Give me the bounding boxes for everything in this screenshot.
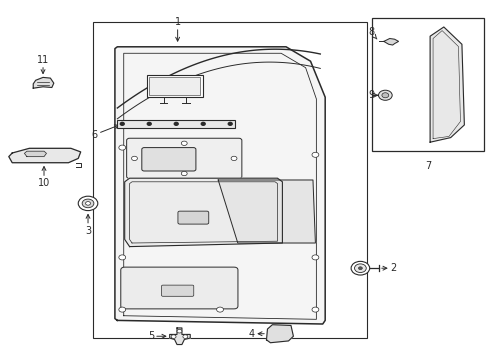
- Polygon shape: [429, 27, 464, 142]
- Circle shape: [381, 93, 388, 98]
- Circle shape: [181, 141, 187, 145]
- Polygon shape: [33, 77, 54, 88]
- Circle shape: [119, 307, 125, 312]
- Circle shape: [358, 267, 362, 270]
- Circle shape: [120, 122, 124, 125]
- Circle shape: [171, 335, 176, 338]
- Polygon shape: [383, 39, 398, 45]
- Circle shape: [350, 261, 369, 275]
- Polygon shape: [115, 47, 325, 324]
- Circle shape: [119, 145, 125, 150]
- Bar: [146, 75, 203, 97]
- Text: 6: 6: [91, 125, 119, 140]
- Circle shape: [82, 199, 94, 208]
- Text: 11: 11: [37, 55, 49, 73]
- Circle shape: [231, 156, 237, 161]
- Polygon shape: [169, 328, 190, 345]
- Text: 1: 1: [174, 17, 181, 41]
- Bar: [371, 18, 483, 151]
- Circle shape: [311, 152, 318, 157]
- Circle shape: [311, 307, 318, 312]
- Text: 3: 3: [85, 215, 91, 236]
- Circle shape: [85, 202, 90, 205]
- Circle shape: [311, 255, 318, 260]
- Bar: [117, 120, 235, 128]
- Bar: [149, 77, 200, 95]
- Circle shape: [177, 329, 182, 333]
- Circle shape: [378, 90, 391, 100]
- Text: 9: 9: [367, 90, 377, 100]
- Text: 2: 2: [381, 263, 396, 273]
- Text: 5: 5: [147, 331, 165, 341]
- Polygon shape: [124, 178, 282, 247]
- FancyBboxPatch shape: [126, 138, 242, 179]
- Polygon shape: [218, 180, 315, 243]
- Circle shape: [201, 122, 205, 125]
- Circle shape: [131, 156, 137, 161]
- Circle shape: [354, 264, 366, 273]
- Circle shape: [147, 122, 151, 125]
- Polygon shape: [9, 148, 81, 163]
- Bar: [93, 22, 366, 338]
- Circle shape: [78, 196, 98, 211]
- Text: 4: 4: [247, 329, 264, 339]
- Circle shape: [119, 255, 125, 260]
- Circle shape: [183, 335, 187, 338]
- Circle shape: [228, 122, 232, 125]
- Circle shape: [216, 307, 223, 312]
- Text: 7: 7: [424, 161, 430, 171]
- Polygon shape: [24, 151, 46, 157]
- FancyBboxPatch shape: [161, 285, 193, 296]
- Text: 10: 10: [38, 167, 50, 188]
- FancyBboxPatch shape: [142, 148, 196, 171]
- Polygon shape: [266, 325, 293, 343]
- Text: 8: 8: [367, 27, 376, 39]
- FancyBboxPatch shape: [121, 267, 238, 309]
- FancyBboxPatch shape: [178, 211, 208, 224]
- Circle shape: [174, 122, 178, 125]
- Circle shape: [181, 171, 187, 176]
